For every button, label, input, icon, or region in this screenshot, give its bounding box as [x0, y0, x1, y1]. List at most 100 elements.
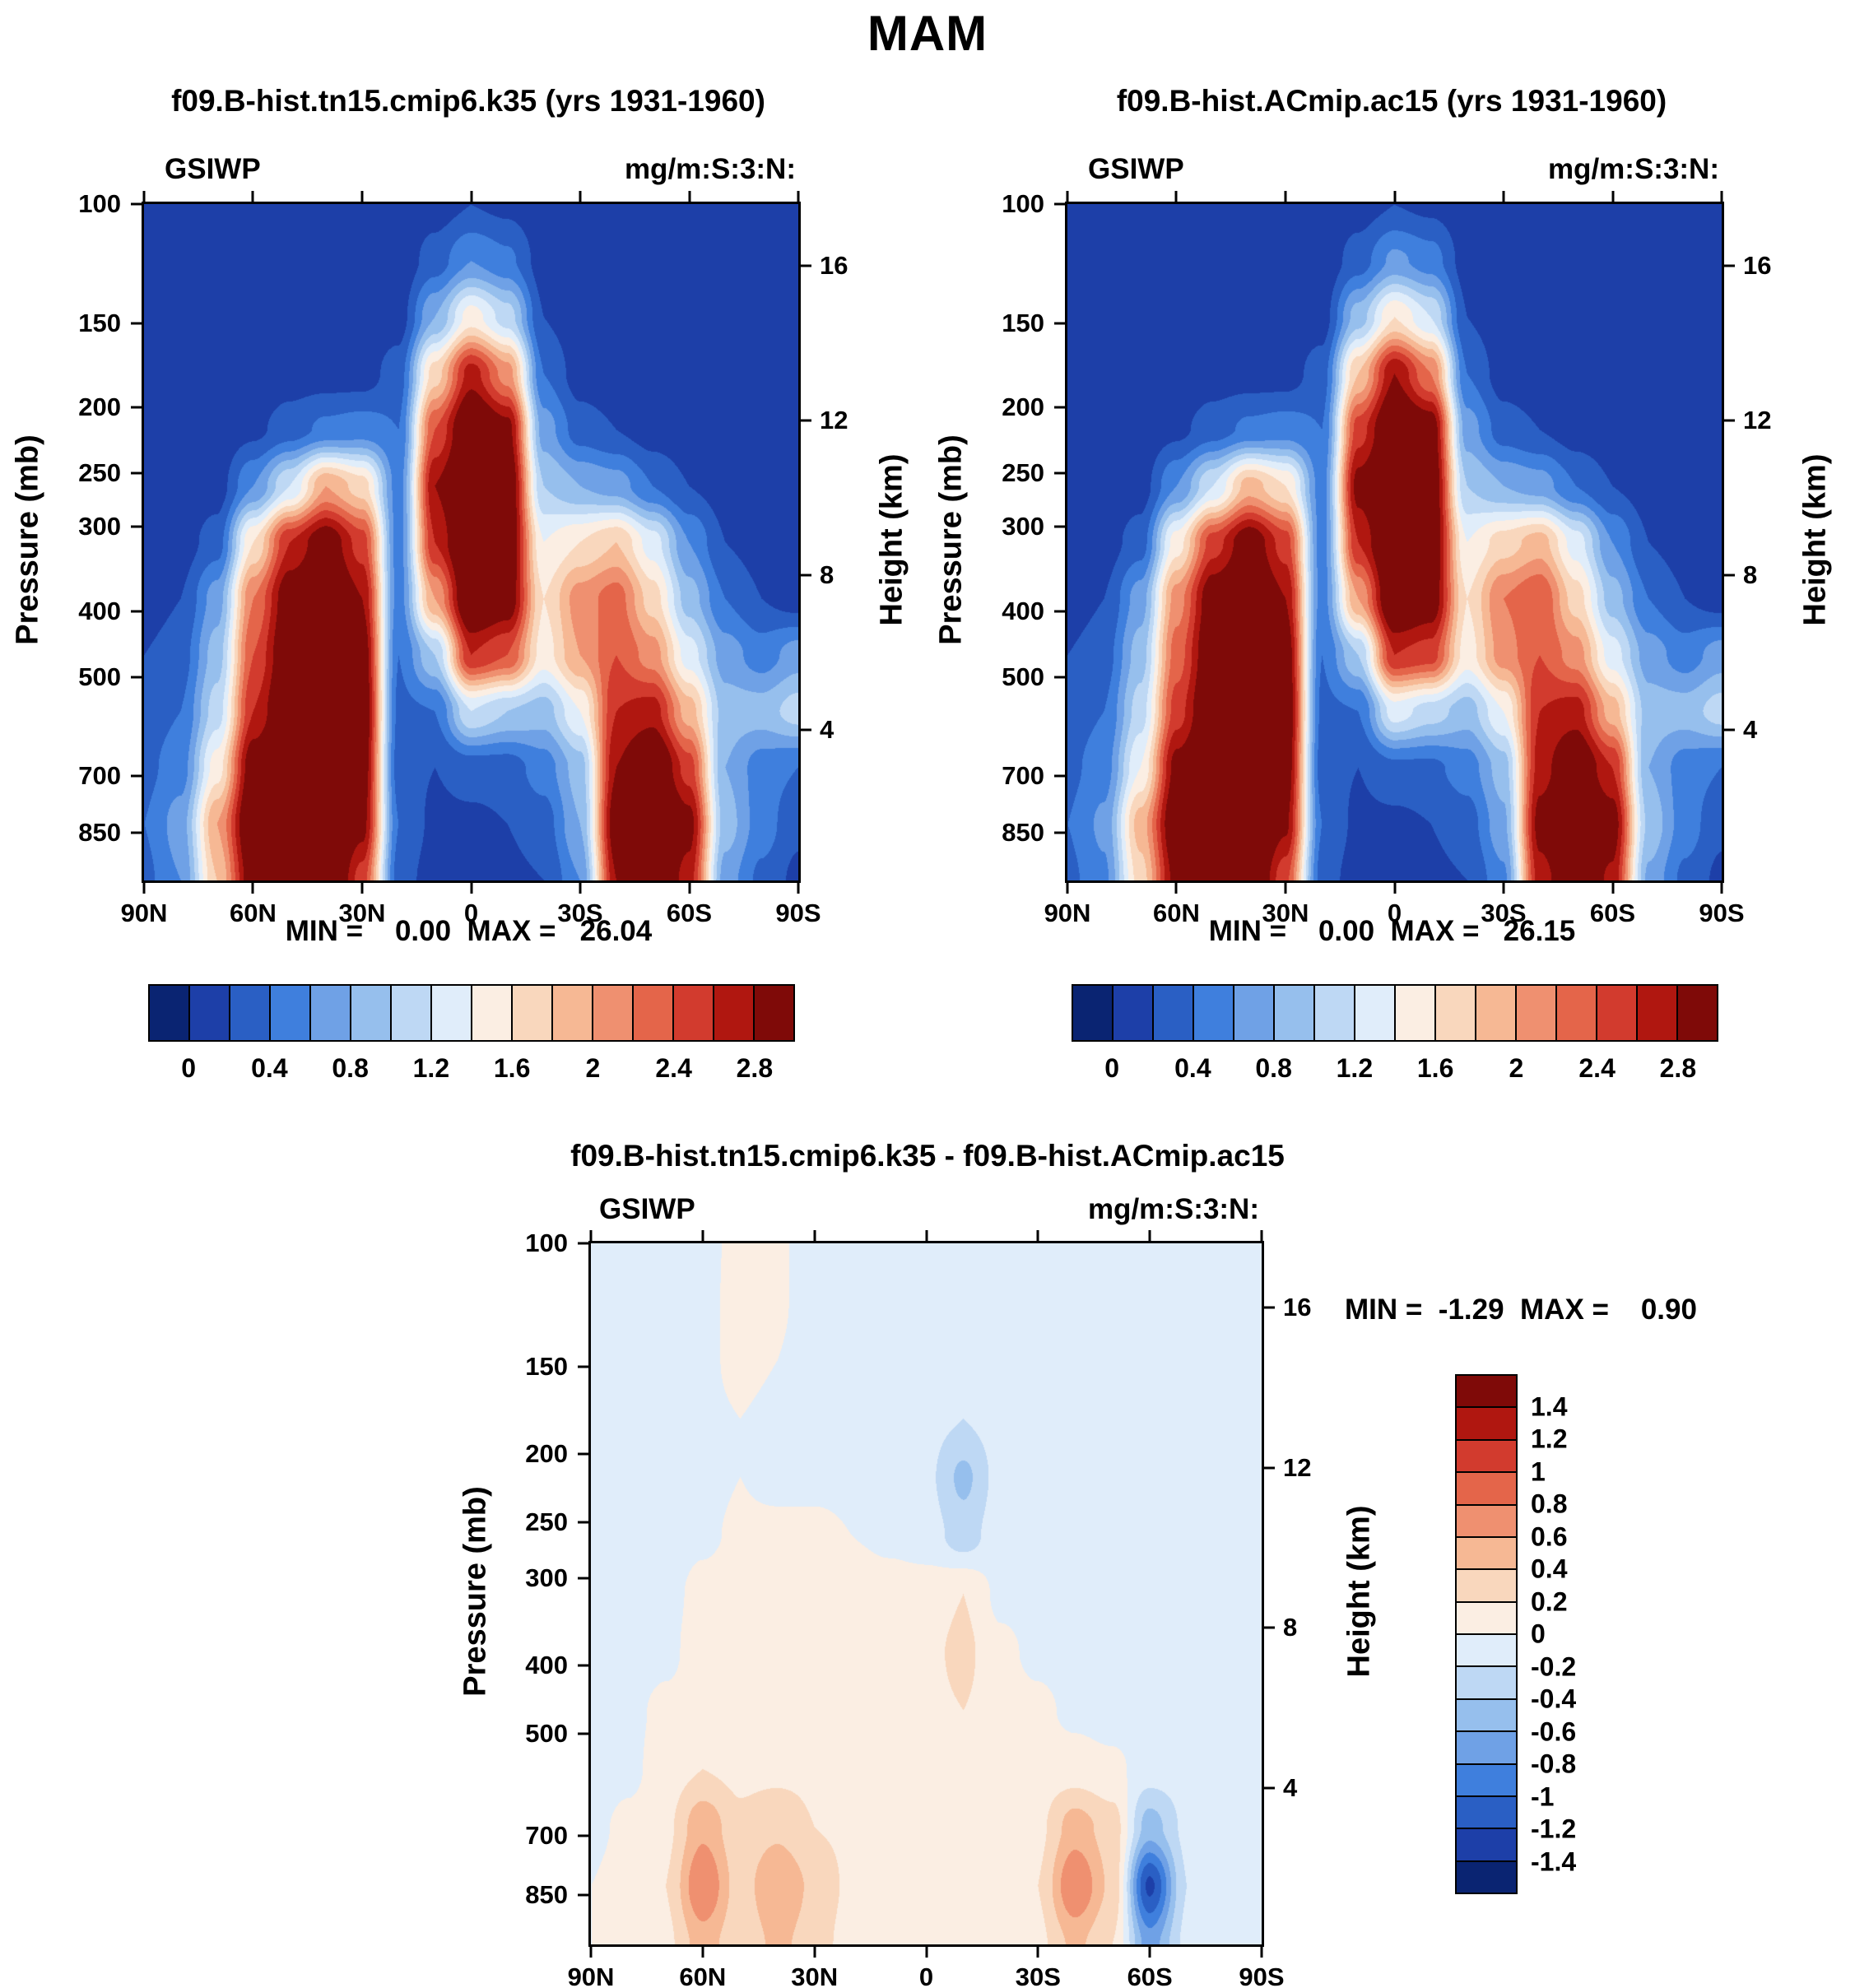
x-tick	[1502, 191, 1505, 204]
pressure-tick-label: 250	[525, 1507, 568, 1537]
panel2-pressure-axis-label: Pressure (mb)	[933, 434, 969, 645]
pressure-tick	[1054, 774, 1067, 778]
colorbar-segment	[1455, 1471, 1518, 1506]
height-tick-label: 16	[820, 251, 848, 281]
height-tick-label: 12	[820, 405, 848, 434]
colorbar-label: 1.2	[1531, 1424, 1568, 1454]
pressure-tick	[131, 676, 144, 679]
x-tick	[688, 880, 690, 894]
pressure-tick	[1054, 831, 1067, 834]
panel3-field-label: GSIWP	[599, 1193, 695, 1225]
colorbar-segment	[390, 984, 432, 1042]
colorbar-segment	[672, 984, 714, 1042]
x-tick	[1066, 191, 1069, 204]
panel1-contour-plot: 90N 60N 30N 0 30S 60S 90S 100 150 200 250 300 400 500…	[78, 189, 848, 927]
x-tick	[1284, 191, 1287, 204]
colorbar-label: 0.4	[1531, 1554, 1568, 1584]
x-tick	[813, 1230, 816, 1243]
height-tick	[1262, 1626, 1275, 1629]
colorbar-segment	[309, 984, 351, 1042]
colorbar-label: 0.8	[332, 1053, 369, 1083]
panel2-minmax-label: MIN = 0.00 MAX = 26.15	[1208, 915, 1576, 947]
panel3-contour-plot: 90N 60N 30N 0 30S 60S 90S 100 150 200 250 300 400 500…	[525, 1229, 1311, 1988]
x-tick	[1611, 880, 1614, 894]
pressure-tick	[578, 1521, 591, 1524]
height-tick	[798, 264, 811, 267]
x-tick	[142, 880, 146, 894]
panel1-colorbar: 0 0.4 0.8 1.2 1.6 2 2.4 2.8	[148, 984, 795, 1083]
x-tick-label: 60N	[679, 1962, 727, 1988]
colorbar-segment	[753, 984, 795, 1042]
height-tick	[1722, 419, 1735, 422]
height-tick-label: 8	[1283, 1613, 1298, 1642]
x-tick	[1036, 1944, 1039, 1958]
panel1-height-axis-label: Height (km)	[874, 453, 909, 626]
height-tick-label: 12	[1283, 1452, 1312, 1482]
x-tick	[470, 880, 472, 894]
colorbar-segment	[632, 984, 674, 1042]
pressure-tick	[578, 1664, 591, 1667]
x-tick	[925, 1944, 928, 1958]
colorbar-label: -0.6	[1531, 1716, 1577, 1746]
pressure-tick	[131, 831, 144, 834]
x-tick	[1148, 1944, 1151, 1958]
colorbar-segment	[1455, 1406, 1518, 1441]
panel1-field-label: GSIWP	[165, 153, 261, 185]
colorbar-segment	[1152, 984, 1194, 1042]
x-tick	[797, 191, 800, 204]
pressure-tick-label: 500	[525, 1718, 568, 1748]
colorbar-segment	[1455, 1600, 1518, 1635]
colorbar-label: 1.6	[493, 1053, 531, 1083]
colorbar-label: -0.8	[1531, 1749, 1577, 1779]
pressure-tick-label: 250	[1002, 458, 1044, 488]
x-tick	[1260, 1944, 1263, 1958]
colorbar-segment	[1555, 984, 1597, 1042]
pressure-tick-label: 300	[78, 512, 121, 541]
x-tick	[1036, 1230, 1039, 1243]
x-tick	[1393, 191, 1396, 204]
pressure-tick-label: 700	[1002, 760, 1044, 790]
x-tick-label: 90S	[1699, 899, 1745, 927]
pressure-tick-label: 100	[78, 189, 121, 218]
colorbar-label: 2.8	[1659, 1053, 1697, 1083]
height-tick	[1262, 1306, 1275, 1309]
height-tick	[798, 419, 811, 422]
colorbar-segment	[1455, 1374, 1518, 1409]
colorbar-segment	[1455, 1698, 1518, 1733]
colorbar-segment	[1112, 984, 1154, 1042]
x-tick	[1148, 1230, 1151, 1243]
pressure-tick	[578, 1893, 591, 1897]
pressure-tick-label: 200	[525, 1439, 568, 1469]
pressure-tick	[578, 1732, 591, 1735]
x-tick-label: 90S	[1239, 1962, 1285, 1988]
panel3-minmax-label: MIN = -1.29 MAX = 0.90	[1345, 1294, 1697, 1326]
colorbar-label: 1.2	[412, 1053, 450, 1083]
colorbar-segment	[551, 984, 593, 1042]
colorbar-segment	[1434, 984, 1476, 1042]
x-tick-label: 30S	[557, 899, 603, 927]
x-tick-label: 60S	[1127, 1962, 1173, 1988]
pressure-tick-label: 700	[78, 760, 121, 790]
colorbar-segment	[1455, 1730, 1518, 1765]
colorbar-segment	[269, 984, 311, 1042]
pressure-tick-label: 200	[78, 392, 121, 422]
colorbar-segment	[1354, 984, 1396, 1042]
colorbar-segment	[1455, 1665, 1518, 1700]
colorbar-label: 2	[585, 1053, 601, 1083]
panel3-title: f09.B-hist.tn15.cmip6.k35 - f09.B-hist.A…	[570, 1139, 1285, 1173]
pressure-tick	[1054, 202, 1067, 206]
pressure-tick	[131, 774, 144, 778]
x-tick	[797, 880, 800, 894]
x-tick	[579, 191, 582, 204]
colorbar-label: 0	[181, 1053, 197, 1083]
colorbar-segment	[1515, 984, 1557, 1042]
height-tick-label: 8	[1743, 560, 1758, 589]
pressure-tick	[131, 406, 144, 409]
colorbar-label: 1	[1531, 1456, 1546, 1486]
pressure-tick-label: 300	[525, 1563, 568, 1592]
pressure-tick	[131, 471, 144, 475]
colorbar-segment	[592, 984, 634, 1042]
panel1-title: f09.B-hist.tn15.cmip6.k35 (yrs 1931-1960…	[171, 84, 765, 118]
pressure-tick-label: 400	[1002, 596, 1044, 625]
pressure-tick	[578, 1365, 591, 1368]
